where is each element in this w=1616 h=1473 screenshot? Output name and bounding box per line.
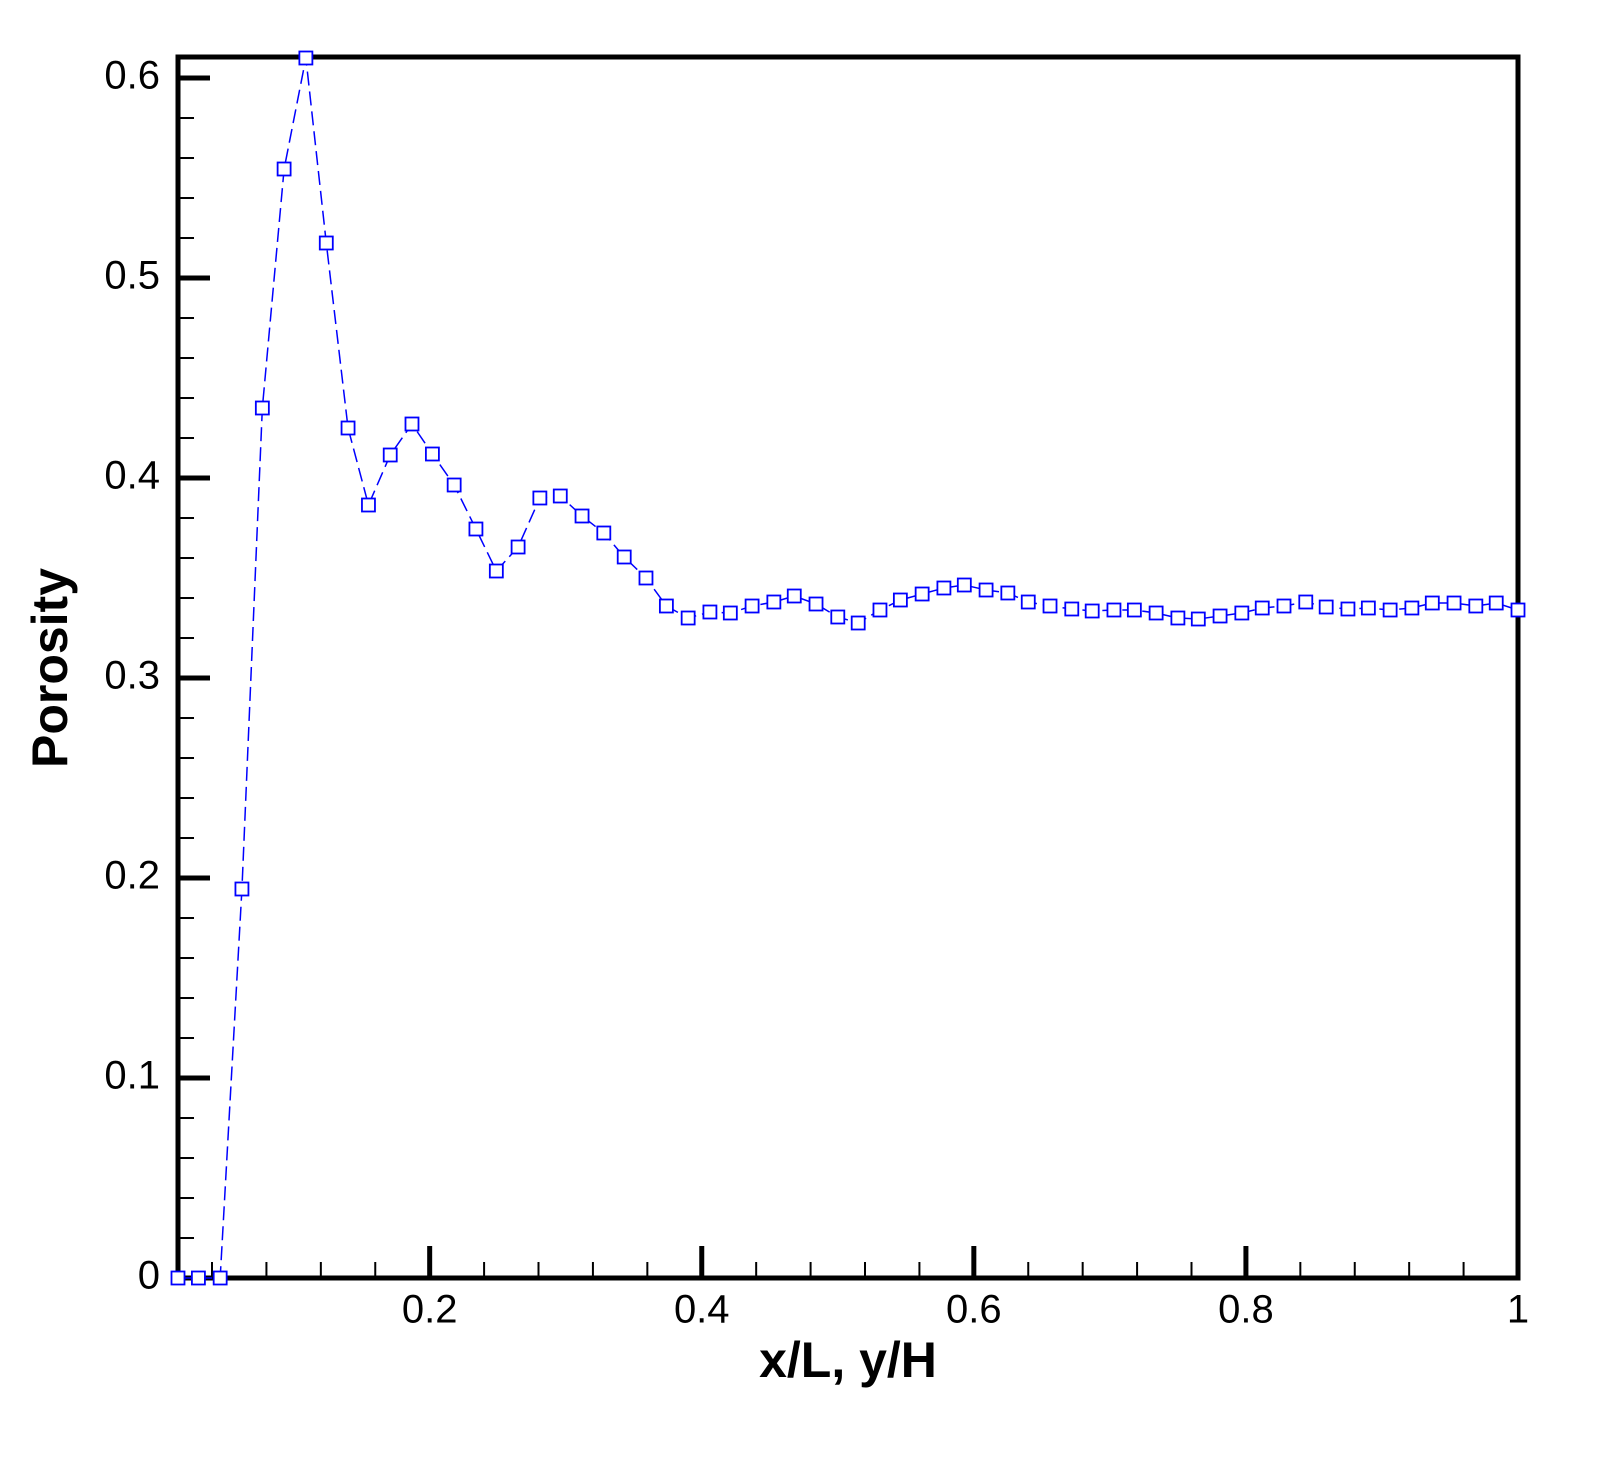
data-point (532, 490, 548, 506)
y-tick-label: 0.4 (104, 454, 160, 498)
data-point (914, 586, 930, 602)
y-tick-label: 0.1 (104, 1054, 160, 1098)
data-point (766, 594, 782, 610)
y-tick-label: 0.2 (104, 854, 160, 898)
data-point (276, 161, 292, 177)
data-point (1298, 594, 1314, 610)
data-point (658, 598, 674, 614)
y-tick-label: 0 (138, 1254, 160, 1298)
data-point (1212, 608, 1228, 624)
data-point (1042, 598, 1058, 614)
y-tick-label: 0.3 (104, 654, 160, 698)
data-point (786, 588, 802, 604)
y-axis-label: Porosity (22, 568, 78, 768)
data-point (552, 488, 568, 504)
data-point (1360, 600, 1376, 616)
data-point (446, 477, 462, 493)
data-point (1404, 600, 1420, 616)
data-point (468, 521, 484, 537)
y-tick-label: 0.6 (104, 54, 160, 98)
plot-frame (175, 54, 1521, 1281)
data-point (616, 549, 632, 565)
data-point (234, 881, 250, 897)
data-point (936, 580, 952, 596)
data-point (1276, 598, 1292, 614)
data-point (574, 508, 590, 524)
data-point (956, 577, 972, 593)
data-point (191, 1270, 206, 1286)
data-point (212, 1270, 228, 1286)
data-point (318, 235, 334, 251)
data-point (488, 563, 504, 579)
series-line (178, 57, 1519, 1279)
data-point (1446, 595, 1462, 611)
data-point (340, 420, 356, 436)
data-point (1234, 605, 1250, 621)
data-point (1126, 602, 1142, 618)
data-point (1318, 599, 1334, 615)
data-point (722, 605, 738, 621)
data-point (404, 416, 420, 432)
data-point (744, 598, 760, 614)
data-point (872, 602, 888, 618)
data-point (382, 447, 398, 463)
data-point (1254, 600, 1270, 616)
data-point (298, 50, 314, 66)
data-point (1424, 595, 1440, 611)
data-point (510, 539, 526, 555)
data-point (1000, 585, 1016, 601)
data-point (1488, 595, 1504, 611)
data-point (596, 525, 612, 541)
data-point (361, 497, 376, 513)
data-point (1382, 602, 1398, 618)
data-point (1340, 601, 1356, 617)
data-point (638, 570, 654, 586)
data-point (892, 592, 908, 608)
y-tick-label: 0.5 (104, 254, 160, 298)
data-point (1510, 602, 1526, 618)
data-point (1190, 611, 1206, 627)
x-tick-label: 0.6 (946, 1288, 1002, 1332)
x-tick-label: 0.8 (1218, 1288, 1274, 1332)
data-point (1148, 605, 1164, 621)
data-point (254, 400, 270, 416)
data-point (978, 582, 994, 598)
x-tick-label: 1 (1507, 1288, 1529, 1332)
x-tick-label: 0.2 (402, 1288, 458, 1332)
data-point (808, 596, 824, 612)
data-point (1170, 610, 1186, 626)
data-point (702, 604, 718, 620)
data-point (424, 446, 440, 462)
data-point (1064, 601, 1080, 617)
x-tick-label: 0.4 (674, 1288, 730, 1332)
data-point (1106, 602, 1122, 618)
data-point (850, 615, 866, 631)
data-point (1084, 603, 1100, 619)
x-axis-label: x/L, y/H (759, 1332, 937, 1388)
data-point (1468, 598, 1484, 614)
data-point (680, 610, 696, 626)
data-point (170, 1270, 186, 1286)
data-point (1020, 594, 1036, 610)
data-point (830, 609, 846, 625)
